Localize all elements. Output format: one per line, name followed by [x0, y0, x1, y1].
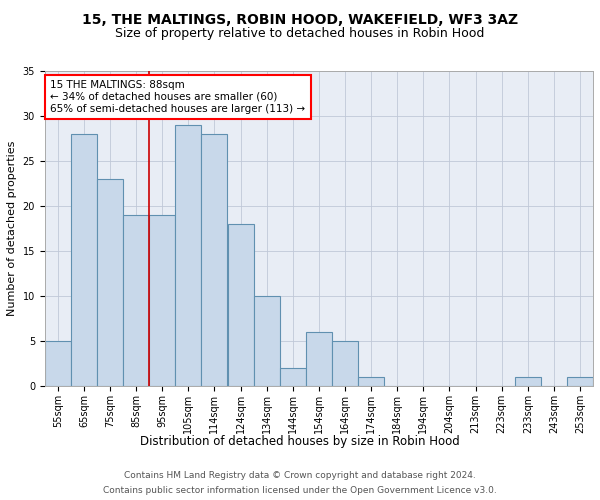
Text: Distribution of detached houses by size in Robin Hood: Distribution of detached houses by size …: [140, 435, 460, 448]
Bar: [567, 377, 593, 386]
Text: Contains public sector information licensed under the Open Government Licence v3: Contains public sector information licen…: [103, 486, 497, 495]
Y-axis label: Number of detached properties: Number of detached properties: [7, 141, 17, 316]
Bar: [332, 341, 358, 386]
Bar: [175, 125, 202, 386]
Bar: [123, 215, 149, 386]
Bar: [149, 215, 175, 386]
Bar: [71, 134, 97, 386]
Text: 15, THE MALTINGS, ROBIN HOOD, WAKEFIELD, WF3 3AZ: 15, THE MALTINGS, ROBIN HOOD, WAKEFIELD,…: [82, 12, 518, 26]
Bar: [202, 134, 227, 386]
Bar: [358, 377, 384, 386]
Bar: [45, 341, 71, 386]
Text: Size of property relative to detached houses in Robin Hood: Size of property relative to detached ho…: [115, 28, 485, 40]
Bar: [254, 296, 280, 386]
Bar: [306, 332, 332, 386]
Text: 15 THE MALTINGS: 88sqm
← 34% of detached houses are smaller (60)
65% of semi-det: 15 THE MALTINGS: 88sqm ← 34% of detached…: [50, 80, 305, 114]
Bar: [515, 377, 541, 386]
Bar: [227, 224, 254, 386]
Bar: [280, 368, 306, 386]
Bar: [97, 179, 123, 386]
Text: Contains HM Land Registry data © Crown copyright and database right 2024.: Contains HM Land Registry data © Crown c…: [124, 471, 476, 480]
